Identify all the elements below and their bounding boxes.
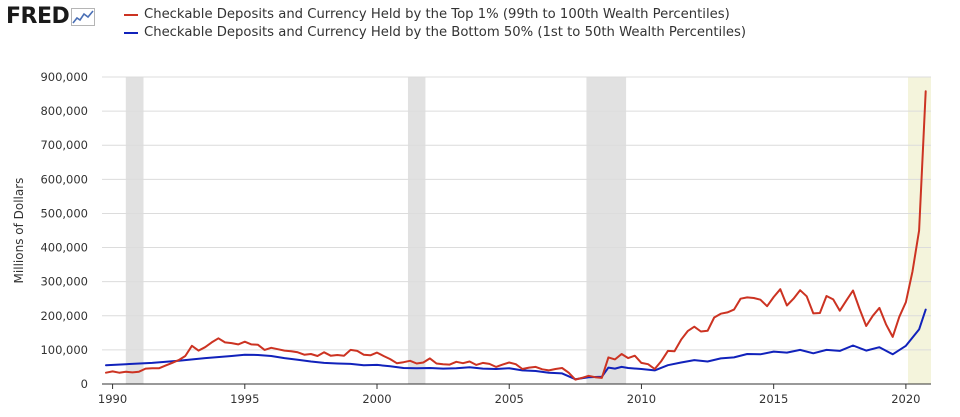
fred-logo[interactable]: FRED — [6, 4, 96, 29]
recession-band — [125, 77, 144, 384]
line-chart-icon — [71, 7, 96, 26]
legend-swatch-top1 — [124, 14, 138, 16]
legend-entry-bottom50[interactable]: Checkable Deposits and Currency Held by … — [124, 24, 746, 42]
x-tick-label: 2005 — [495, 392, 524, 406]
logo-text: FRED — [6, 4, 70, 29]
x-tick-label: 2015 — [759, 392, 788, 406]
y-tick-label: 300,000 — [40, 275, 88, 289]
chart-legend: Checkable Deposits and Currency Held by … — [124, 6, 746, 42]
y-tick-label: 100,000 — [40, 343, 88, 357]
y-tick-label: 500,000 — [40, 206, 88, 220]
y-axis-label: Millions of Dollars — [12, 178, 26, 284]
x-tick-label: 1995 — [230, 392, 259, 406]
x-tick-label: 2010 — [627, 392, 656, 406]
x-tick-label: 2000 — [362, 392, 391, 406]
series-line-top1 — [105, 90, 927, 381]
y-tick-label: 700,000 — [40, 138, 88, 152]
legend-label-top1: Checkable Deposits and Currency Held by … — [144, 7, 730, 22]
series-line-bottom50 — [105, 308, 927, 381]
y-tick-label: 800,000 — [40, 104, 88, 118]
legend-entry-top1[interactable]: Checkable Deposits and Currency Held by … — [124, 6, 746, 24]
y-tick-label: 600,000 — [40, 172, 88, 186]
y-tick-label: 0 — [81, 377, 88, 391]
y-tick-label: 900,000 — [40, 70, 88, 84]
legend-label-bottom50: Checkable Deposits and Currency Held by … — [144, 25, 746, 40]
legend-swatch-bottom50 — [124, 32, 138, 34]
recession-band — [586, 77, 627, 384]
y-tick-label: 400,000 — [40, 241, 88, 255]
x-tick-label: 1990 — [98, 392, 127, 406]
x-tick-label: 2020 — [891, 392, 920, 406]
y-tick-label: 200,000 — [40, 309, 88, 323]
recession-band — [407, 77, 426, 384]
